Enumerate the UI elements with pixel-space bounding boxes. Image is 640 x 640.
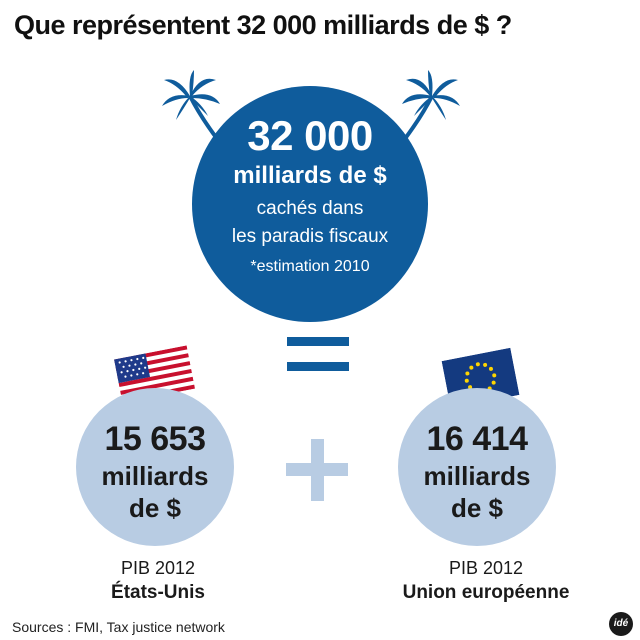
main-unit: milliards de $ — [233, 162, 387, 189]
usa-country-label: États-Unis — [111, 582, 205, 603]
eu-gdp-unit-line1: milliards — [423, 461, 531, 491]
usa-gdp-unit-line2: de $ — [128, 493, 182, 523]
page-title: Que représentent 32 000 milliards de $ ? — [14, 10, 512, 40]
main-description-line1: cachés dans — [256, 198, 364, 219]
usa-year-label: PIB 2012 — [120, 558, 196, 578]
main-amount-circle: 32 000 milliards de $ cachés dans les pa… — [192, 86, 428, 322]
palm-tree-icon — [398, 70, 462, 147]
sources-text: Sources : FMI, Tax justice network — [12, 619, 225, 635]
eu-gdp-unit-line2: de $ — [450, 493, 504, 523]
main-description-line2: les paradis fiscaux — [231, 226, 389, 247]
eu-country-label: Union européenne — [402, 582, 570, 603]
eu-gdp-circle: 16 414 milliards de $ — [398, 388, 556, 546]
eu-caption: PIB 2012 Union européenne — [376, 558, 596, 604]
usa-gdp-value: 15 653 — [104, 420, 207, 458]
usa-gdp-unit-line1: milliards — [101, 461, 209, 491]
usa-gdp-circle: 15 653 milliards de $ — [76, 388, 234, 546]
publisher-logo: idé — [609, 612, 633, 636]
eu-year-label: PIB 2012 — [448, 558, 524, 578]
main-amount: 32 000 — [247, 112, 373, 159]
eu-gdp-value: 16 414 — [426, 420, 529, 458]
main-note: *estimation 2010 — [250, 258, 370, 275]
usa-caption: PIB 2012 États-Unis — [48, 558, 268, 604]
